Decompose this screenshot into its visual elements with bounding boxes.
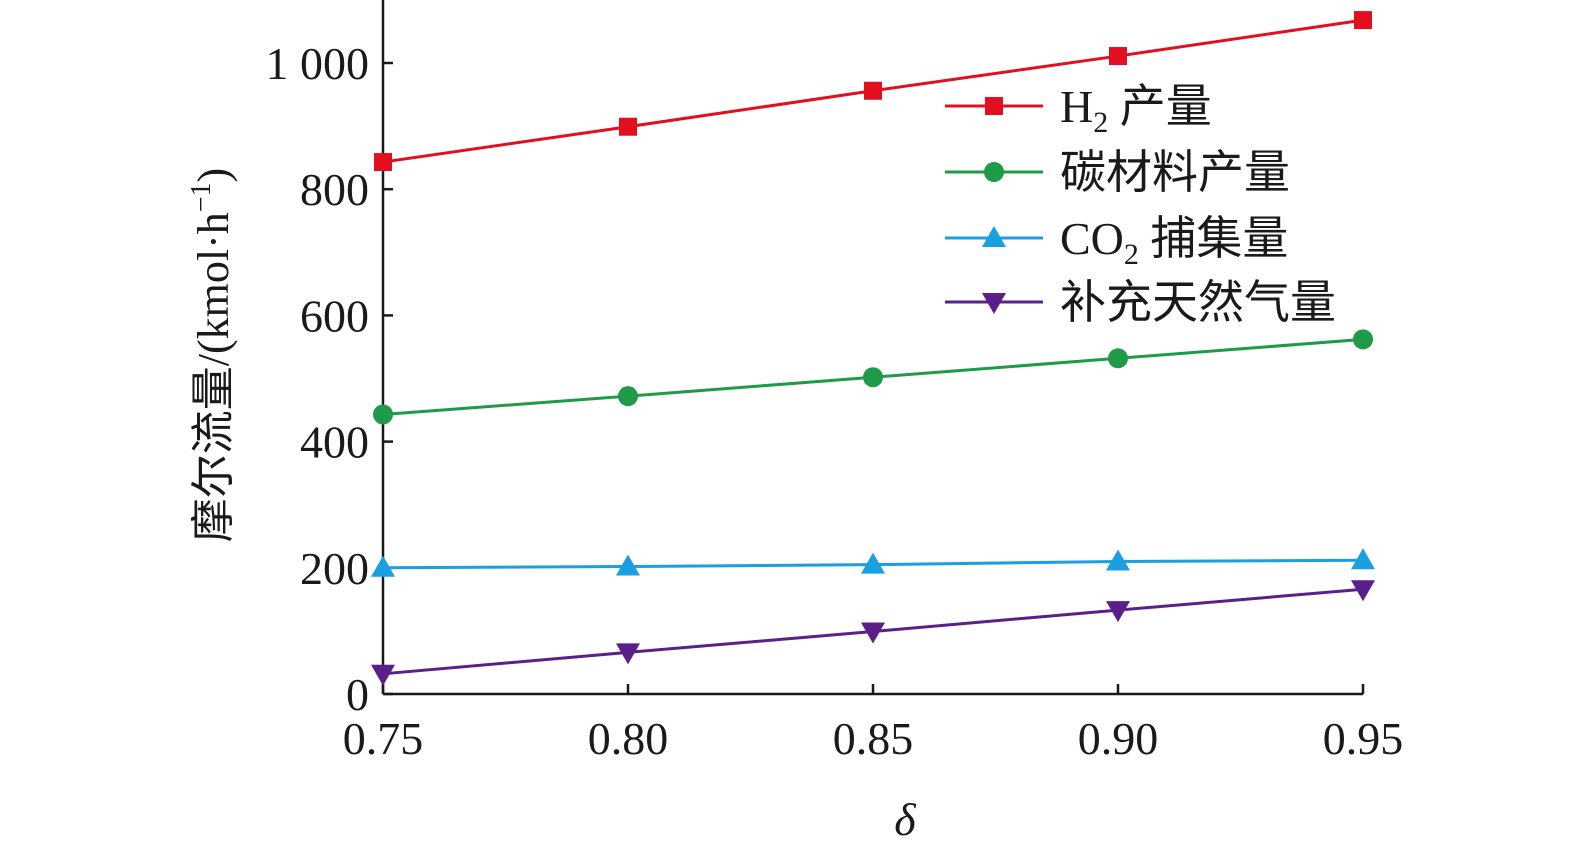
data-point (616, 554, 640, 576)
data-point (861, 552, 885, 574)
data-point (1351, 548, 1375, 570)
data-point (863, 367, 883, 388)
x-tick-label: 0.80 (588, 713, 669, 764)
y-tick-label: 800 (300, 164, 369, 215)
data-point (1108, 348, 1128, 369)
data-point (1106, 601, 1130, 623)
legend-swatch-marker (982, 226, 1006, 247)
data-point (1109, 47, 1127, 66)
svg-text:摩尔流量/(kmol·h−1): 摩尔流量/(kmol·h−1) (186, 168, 238, 542)
series-1 (373, 329, 1373, 425)
y-axis-title: 摩尔流量/(kmol·h−1) (186, 168, 238, 542)
legend-label: H2 产量 (1060, 81, 1212, 139)
data-point (619, 117, 637, 136)
x-tick-label: 0.90 (1078, 713, 1159, 764)
legend-item: CO2 捕集量 (945, 213, 1288, 271)
x-tick-label: 0.75 (343, 713, 424, 764)
legend-item: 补充天然气量 (945, 277, 1336, 328)
legend-swatch-marker (985, 97, 1003, 115)
legend-item: 碳材料产量 (945, 147, 1290, 198)
y-tick-label: 400 (300, 417, 369, 468)
data-point (1351, 580, 1375, 602)
legend-label: 碳材料产量 (1060, 147, 1290, 198)
data-point (861, 622, 885, 644)
data-point (371, 664, 395, 686)
y-tick-label: 200 (300, 543, 369, 594)
series-layer (371, 11, 1375, 686)
legend-label: CO2 捕集量 (1060, 213, 1288, 271)
data-point (616, 643, 640, 665)
y-tick-label: 600 (300, 290, 369, 341)
series-3 (371, 580, 1375, 686)
series-0 (374, 11, 1372, 172)
y-tick-label: 1 000 (266, 38, 370, 89)
x-tick-label: 0.85 (833, 713, 914, 764)
data-point (618, 386, 638, 407)
legend-swatch-marker (982, 293, 1006, 314)
y-axis-title-sup: −1 (186, 182, 217, 212)
data-point (864, 81, 882, 100)
data-point (373, 404, 393, 425)
data-point (371, 555, 395, 577)
legend-label: 补充天然气量 (1060, 277, 1336, 328)
data-point (1354, 11, 1372, 30)
y-axis-title-main: 摩尔流量/(kmol·h (189, 212, 238, 542)
axes: 0 200 400 600 800 1 000 0.75 0.80 0.85 0.90 0.95 (266, 0, 1404, 764)
y-axis-title-close: ) (189, 168, 238, 183)
data-point (374, 153, 392, 172)
x-tick-label: 0.95 (1323, 713, 1404, 764)
legend-swatch-marker (984, 162, 1004, 182)
data-point (1353, 329, 1373, 350)
x-axis-title: δ (894, 794, 916, 845)
data-point (1106, 549, 1130, 571)
series-2 (371, 548, 1375, 577)
legend-item: H2 产量 (945, 81, 1212, 139)
y-tick-label: 0 (346, 669, 369, 720)
